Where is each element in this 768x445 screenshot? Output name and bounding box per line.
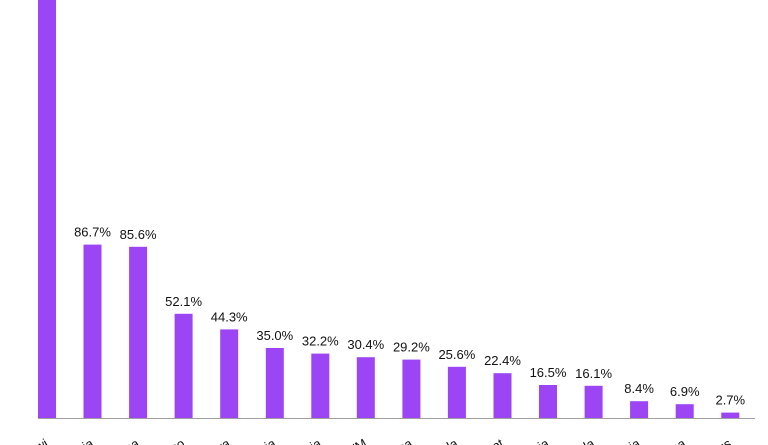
- value-label-5: 35.0%: [256, 328, 293, 343]
- value-label-11: 16.5%: [530, 365, 567, 380]
- value-label-14: 6.9%: [670, 384, 700, 399]
- category-label-10: ypt: [483, 435, 506, 445]
- bar-11: [539, 385, 557, 418]
- bar-6: [311, 353, 330, 418]
- bar-14: [675, 404, 694, 418]
- category-label-5: ria: [258, 435, 279, 445]
- value-label-6: 32.2%: [302, 334, 339, 349]
- category-label-12: da: [577, 435, 598, 445]
- category-label-8: ica: [393, 435, 416, 445]
- value-label-1: 86.7%: [74, 225, 111, 240]
- value-label-13: 8.4%: [624, 381, 654, 396]
- value-label-10: 22.4%: [484, 353, 521, 368]
- category-label-9: da: [440, 435, 461, 445]
- category-label-4: va: [213, 435, 233, 445]
- bar-15: [721, 412, 740, 418]
- category-label-1: bia: [73, 435, 96, 445]
- bar-9: [447, 366, 466, 418]
- category-label-2: na: [122, 435, 143, 445]
- value-label-4: 44.3%: [211, 309, 248, 324]
- category-label-6: sia: [302, 435, 325, 445]
- value-label-2: 85.6%: [120, 227, 157, 242]
- bar-12: [584, 385, 603, 418]
- bar-0: [38, 0, 56, 418]
- category-label-11: nia: [529, 435, 552, 445]
- category-label-14: na: [668, 435, 689, 445]
- category-label-0: awi: [26, 436, 50, 445]
- value-label-8: 29.2%: [393, 340, 430, 355]
- bar-4: [220, 329, 239, 418]
- bar-10: [493, 373, 512, 418]
- bar-8: [402, 359, 421, 418]
- value-label-3: 52.1%: [165, 294, 202, 309]
- bar-1: [83, 244, 102, 418]
- category-label-7: VM: [345, 436, 369, 445]
- bar-5: [265, 348, 284, 418]
- category-label-15: ius: [712, 435, 734, 445]
- value-label-15: 2.7%: [715, 393, 745, 408]
- bar-2: [129, 246, 148, 418]
- bar-13: [630, 401, 649, 418]
- bar-7: [356, 357, 375, 418]
- bar-3: [174, 313, 193, 418]
- category-label-13: bia: [620, 435, 643, 445]
- value-label-12: 16.1%: [575, 366, 612, 381]
- value-label-7: 30.4%: [347, 337, 384, 352]
- value-label-9: 25.6%: [438, 347, 475, 362]
- category-label-3: co: [168, 436, 187, 445]
